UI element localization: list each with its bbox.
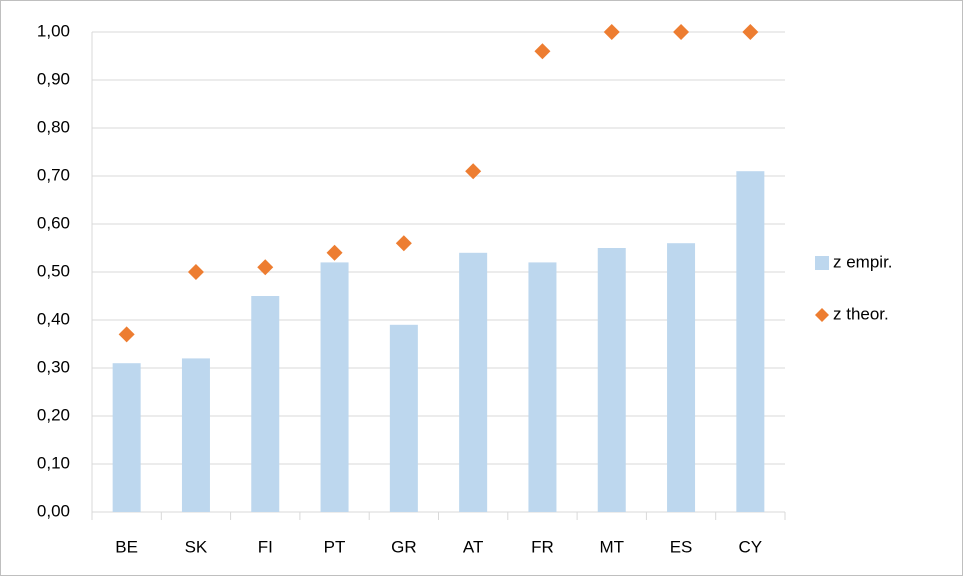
- legend-swatch: [815, 308, 829, 322]
- bar: [597, 248, 626, 512]
- legend-label: z empir.: [833, 252, 893, 271]
- x-tick-label: GR: [391, 537, 417, 556]
- y-tick-label: 0,30: [37, 357, 70, 376]
- x-tick-label: FR: [531, 537, 554, 556]
- marker: [257, 259, 274, 276]
- bar: [667, 243, 696, 512]
- marker: [465, 163, 482, 180]
- marker: [395, 235, 412, 252]
- marker: [187, 264, 204, 280]
- bar: [389, 324, 418, 512]
- x-tick-label: FI: [258, 537, 273, 556]
- x-tick-label: PT: [324, 537, 346, 556]
- bar: [251, 296, 280, 512]
- marker: [742, 24, 759, 40]
- marker: [534, 43, 551, 60]
- y-tick-label: 0,50: [37, 261, 70, 280]
- legend-label: z theor.: [833, 304, 889, 323]
- marker: [603, 24, 620, 40]
- x-tick-label: CY: [739, 537, 763, 556]
- bar: [320, 262, 349, 512]
- y-tick-label: 0,60: [37, 213, 70, 232]
- marker: [118, 326, 135, 343]
- y-tick-label: 0,70: [37, 165, 70, 184]
- bar: [181, 358, 210, 512]
- marker: [673, 24, 690, 40]
- y-tick-label: 1,00: [37, 21, 70, 40]
- x-tick-label: BE: [115, 537, 138, 556]
- bar: [736, 171, 765, 512]
- bar: [528, 262, 557, 512]
- bar: [459, 252, 488, 513]
- y-tick-label: 0,00: [37, 501, 70, 520]
- x-tick-label: AT: [463, 537, 483, 556]
- x-tick-label: SK: [185, 537, 208, 556]
- x-tick-label: ES: [670, 537, 693, 556]
- marker: [326, 244, 343, 261]
- bar: [112, 363, 141, 512]
- legend-swatch: [815, 256, 829, 270]
- x-tick-label: MT: [599, 537, 624, 556]
- y-tick-label: 0,10: [37, 453, 70, 472]
- y-tick-label: 0,80: [37, 117, 70, 136]
- y-tick-label: 0,20: [37, 405, 70, 424]
- y-tick-label: 0,40: [37, 309, 70, 328]
- y-tick-label: 0,90: [37, 69, 70, 88]
